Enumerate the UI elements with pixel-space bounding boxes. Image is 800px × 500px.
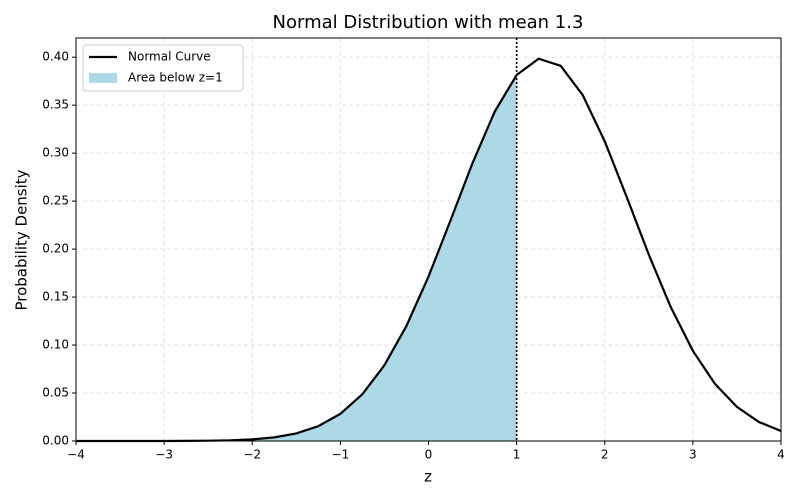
area [76, 75, 517, 441]
y-tick-label: 0.10 [42, 338, 69, 352]
y-tick-label: 0.20 [42, 242, 69, 256]
x-tick-label: 4 [777, 448, 785, 462]
y-tick-label: 0.05 [42, 386, 69, 400]
y-axis-label: Probability Density [13, 169, 31, 310]
x-tick-label: −4 [67, 448, 85, 462]
x-tick-label: −2 [243, 448, 261, 462]
y-tick-label: 0.30 [42, 146, 69, 160]
x-tick-label: 3 [689, 448, 697, 462]
x-tick-label: 0 [425, 448, 433, 462]
y-tick-label: 0.40 [42, 50, 69, 64]
y-tick-label: 0.35 [42, 98, 69, 112]
legend-label: Normal Curve [128, 50, 211, 64]
y-tick-label: 0.25 [42, 194, 69, 208]
x-axis-label: z [424, 468, 432, 486]
y-tick-label: 0.15 [42, 290, 69, 304]
chart-title: Normal Distribution with mean 1.3 [273, 12, 584, 33]
legend-box [82, 44, 244, 92]
legend-swatch [89, 73, 117, 83]
x-tick-label: −3 [155, 448, 173, 462]
plot-frame [75, 37, 782, 442]
x-tick-label: 1 [513, 448, 521, 462]
x-tick-label: −1 [332, 448, 350, 462]
y-tick-label: 0.00 [42, 434, 69, 448]
legend-label: Area below z=1 [128, 71, 223, 85]
x-tick-label: 2 [601, 448, 609, 462]
